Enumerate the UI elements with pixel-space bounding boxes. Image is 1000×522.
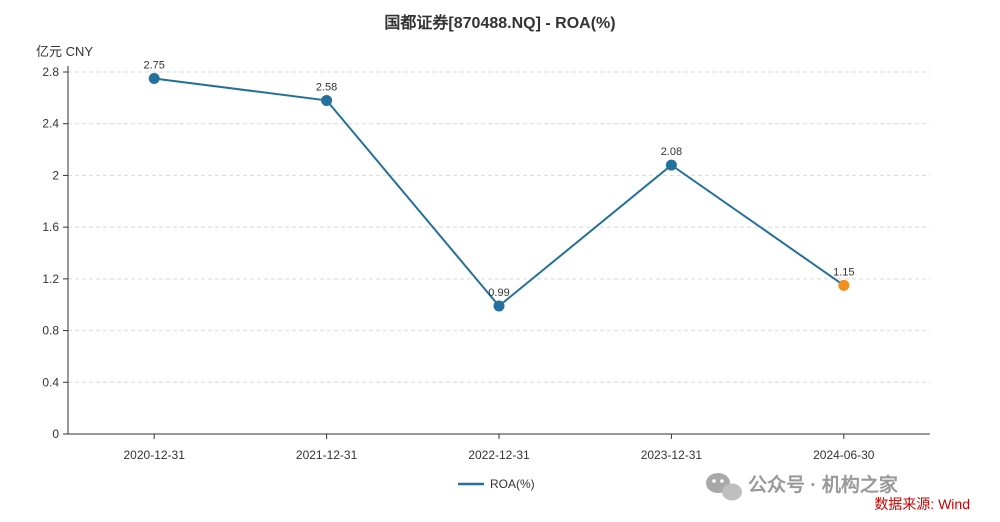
y-tick-label: 2 (52, 168, 59, 182)
y-tick-label: 1.6 (42, 220, 59, 234)
watermark: 公众号 · 机构之家 (706, 473, 899, 501)
y-tick-label: 0 (52, 427, 59, 441)
data-points (148, 72, 850, 312)
grid-lines (68, 71, 930, 383)
y-tick-label: 0.8 (42, 324, 59, 338)
data-source: 数据来源: Wind (874, 496, 970, 512)
y-tick-label: 2.8 (42, 65, 59, 79)
data-labels: 2.75 2.58 0.99 2.08 1.15 (143, 59, 854, 299)
x-axis-ticks: 2020-12-31 2021-12-31 2022-12-31 2023-12-31… (124, 434, 875, 462)
y-tick-label: 1.2 (42, 272, 59, 286)
data-label: 2.75 (143, 59, 164, 71)
data-point (148, 72, 160, 84)
legend[interactable]: ROA(%) (458, 477, 535, 491)
data-label: 0.99 (488, 287, 509, 299)
data-label: 2.58 (316, 81, 337, 93)
data-point (665, 159, 677, 171)
x-tick-label: 2020-12-31 (124, 448, 186, 462)
data-point (321, 94, 333, 106)
wechat-icon (706, 473, 742, 501)
y-unit-label: 亿元 CNY (36, 44, 93, 59)
chart-title: 国都证券[870488.NQ] - ROA(%) (384, 13, 615, 32)
x-tick-label: 2022-12-31 (468, 448, 530, 462)
watermark-text: 公众号 · 机构之家 (748, 473, 899, 496)
legend-label: ROA(%) (490, 477, 535, 491)
data-point (838, 279, 850, 291)
x-tick-label: 2021-12-31 (296, 448, 358, 462)
x-tick-label: 2023-12-31 (641, 448, 703, 462)
data-label: 1.15 (833, 266, 854, 278)
series-line-roa (154, 77, 845, 308)
data-point (493, 300, 505, 312)
x-tick-label: 2024-06-30 (813, 448, 875, 462)
y-axis-ticks: 0 0.4 0.8 1.2 1.6 2 2.4 2.8 (42, 65, 68, 441)
data-label: 2.08 (661, 146, 682, 158)
y-tick-label: 2.4 (42, 117, 59, 131)
y-tick-label: 0.4 (42, 375, 59, 389)
